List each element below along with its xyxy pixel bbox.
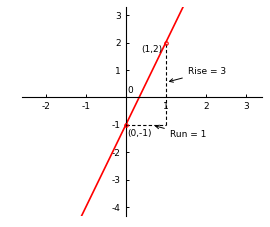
Text: Run = 1: Run = 1 bbox=[156, 125, 206, 139]
Text: 0: 0 bbox=[128, 86, 133, 95]
Text: (1,2): (1,2) bbox=[142, 45, 163, 54]
Text: (0,-1): (0,-1) bbox=[128, 129, 152, 138]
Text: Rise = 3: Rise = 3 bbox=[170, 67, 226, 82]
